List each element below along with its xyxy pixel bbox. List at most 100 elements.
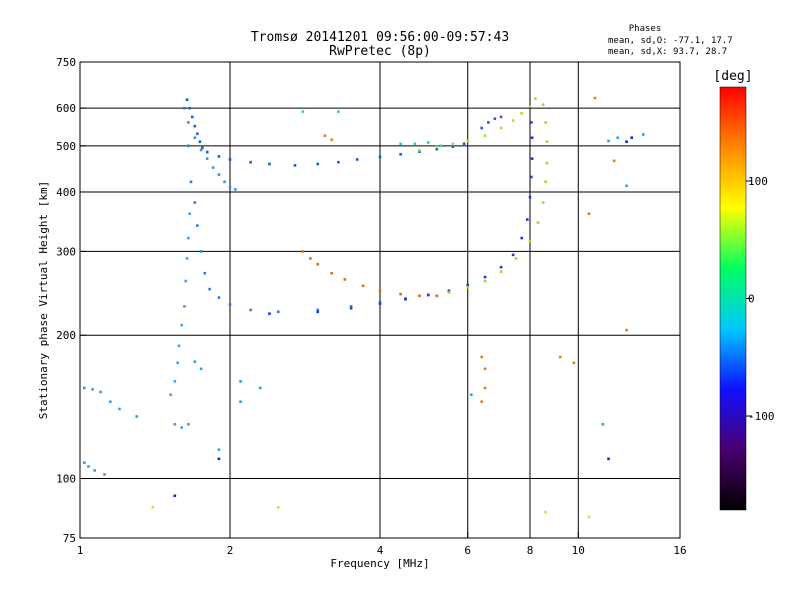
data-point [276, 310, 280, 314]
data-point [499, 265, 503, 269]
data-point [607, 139, 610, 143]
data-point [607, 457, 610, 461]
data-point [418, 294, 421, 298]
data-point [483, 386, 487, 390]
data-point [530, 136, 534, 140]
data-point [330, 138, 334, 142]
data-point [187, 422, 190, 426]
data-point [470, 393, 473, 397]
data-point [205, 157, 209, 160]
data-point [198, 140, 202, 144]
data-point [91, 387, 94, 391]
data-point [528, 105, 532, 108]
data-point [208, 287, 211, 291]
data-point [173, 380, 177, 383]
y-tick-label: 400 [56, 186, 76, 199]
x-tick-label: 10 [572, 544, 585, 557]
data-point [316, 262, 320, 266]
data-point [349, 306, 353, 310]
x-tick-label: 16 [673, 544, 686, 557]
data-point [169, 393, 172, 397]
data-point [228, 303, 232, 306]
data-point [616, 136, 620, 140]
x-axis-label: Frequency [MHz] [330, 557, 429, 570]
data-point [239, 400, 242, 404]
data-point [193, 136, 197, 140]
y-axis-label: Stationary phase Virtual Height [km] [37, 181, 50, 419]
chart-subtitle: RwPretec (8p) [329, 44, 431, 59]
data-point [316, 308, 320, 312]
data-point [587, 212, 591, 216]
data-point [499, 270, 503, 273]
colorbar-tick-label: -100 [748, 410, 775, 423]
data-point [228, 185, 232, 189]
data-point [189, 180, 193, 184]
data-point [199, 250, 203, 253]
data-point [483, 367, 487, 371]
data-point [462, 142, 466, 146]
data-point [378, 289, 382, 293]
data-point [185, 98, 189, 101]
data-point [193, 201, 197, 204]
data-point [399, 142, 402, 146]
data-point [249, 308, 252, 312]
data-point [187, 121, 190, 124]
x-axis: 1 2 4 6 8 10 16 [77, 532, 687, 557]
data-point [188, 106, 191, 110]
data-point [511, 253, 515, 257]
data-point [536, 221, 540, 224]
data-point [217, 155, 221, 158]
data-point [309, 257, 312, 260]
data-point [173, 422, 177, 426]
data-point [413, 142, 417, 146]
data-point [528, 240, 532, 243]
data-point [483, 275, 487, 279]
grid-lines [80, 62, 680, 538]
data-point [612, 159, 616, 163]
data-point [625, 328, 628, 332]
data-point [217, 457, 221, 461]
colorbar [719, 86, 747, 511]
data-point [399, 292, 402, 296]
data-point [180, 426, 184, 429]
data-point [217, 173, 221, 176]
data-point [177, 344, 181, 348]
y-tick-label: 500 [56, 140, 76, 153]
data-point [193, 360, 197, 363]
chart-title: Tromsø 20141201 09:56:00-09:57:43 [251, 30, 509, 45]
data-point [572, 361, 576, 365]
data-point [447, 291, 451, 294]
y-tick-label: 75 [63, 532, 76, 545]
data-point [93, 469, 96, 472]
data-points [82, 96, 645, 519]
data-point [135, 415, 139, 418]
data-point [493, 117, 497, 121]
data-point [520, 112, 524, 115]
data-point [187, 144, 190, 148]
data-point [193, 124, 197, 128]
data-point [435, 145, 439, 149]
x-tick-label: 2 [227, 544, 234, 557]
data-point [499, 126, 503, 130]
data-point [180, 323, 184, 327]
data-point [205, 150, 209, 154]
data-point [439, 144, 443, 148]
data-point [185, 257, 189, 260]
data-point [201, 146, 204, 150]
data-point [587, 515, 591, 519]
data-point [525, 218, 529, 221]
data-point [480, 126, 484, 130]
data-point [426, 293, 430, 297]
data-point [343, 278, 347, 281]
data-point [151, 506, 155, 509]
y-tick-label: 600 [56, 102, 76, 115]
y-tick-label: 100 [56, 473, 76, 486]
data-point [451, 145, 455, 148]
data-point [593, 96, 597, 100]
data-point [378, 300, 382, 304]
data-point [483, 134, 487, 138]
data-point [196, 224, 199, 227]
data-point [426, 141, 430, 144]
data-point [217, 448, 221, 451]
data-point [544, 180, 547, 184]
